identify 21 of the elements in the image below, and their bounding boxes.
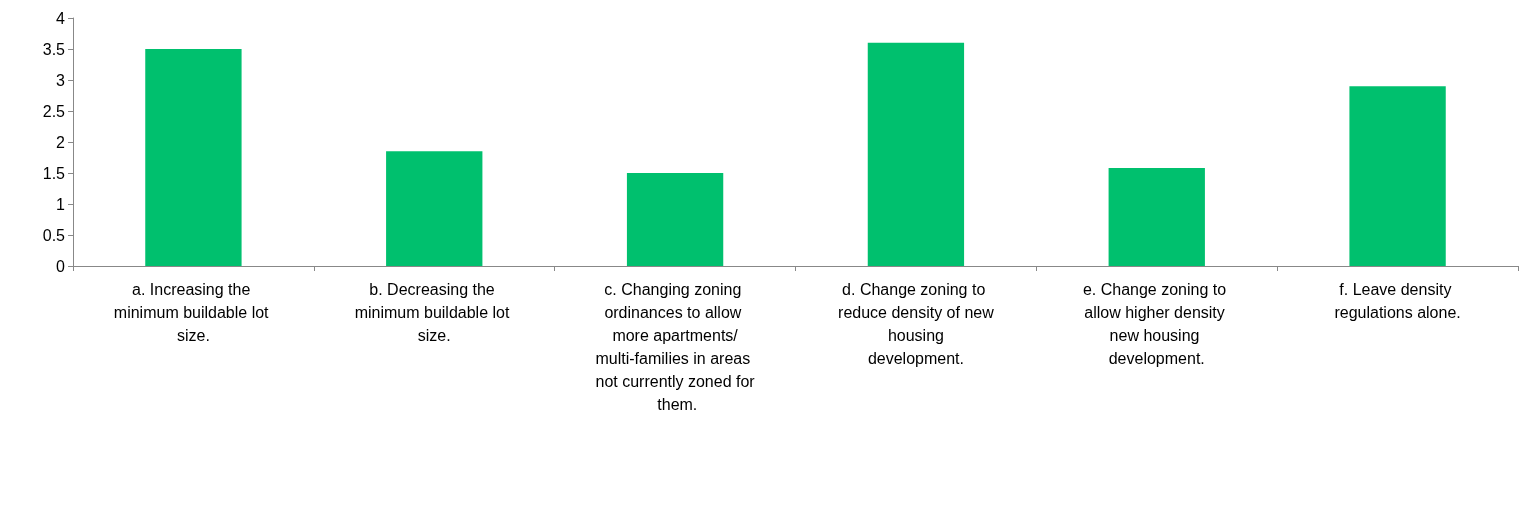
y-tick-label: 1.5 xyxy=(42,164,66,182)
x-tick-label: d. Change zoning to reduce density of new housing development. xyxy=(838,281,995,367)
y-tick-label: 0.5 xyxy=(42,226,66,244)
y-tick-label: 2 xyxy=(56,133,66,151)
y-tick-label: 2.5 xyxy=(42,102,66,120)
x-tick-label: a. Increasing the minimum buildable lot size. xyxy=(113,281,274,344)
x-tick-label: c. Changing zoning ordinances to allow more apartments/multi-families in areas not currently zoned for them. xyxy=(595,281,756,413)
y-tick-label: 4 xyxy=(56,9,66,27)
y-tick-label: 0 xyxy=(56,257,66,275)
bar xyxy=(626,173,724,266)
bar xyxy=(1349,86,1446,266)
bar xyxy=(867,42,965,266)
x-tick-label: e. Change zoning to allow higher density new housing development. xyxy=(1082,281,1231,367)
y-tick-label: 3 xyxy=(56,71,66,89)
bar xyxy=(386,151,483,266)
x-tick-label: b. Decreasing the minimum buildable lot size. xyxy=(354,281,514,344)
x-tick-label: f. Leave density regulations alone. xyxy=(1334,281,1461,321)
y-tick-label: 1 xyxy=(56,195,66,213)
bar xyxy=(1108,168,1205,266)
y-tick-label: 3.5 xyxy=(42,40,66,58)
bar xyxy=(145,49,242,266)
